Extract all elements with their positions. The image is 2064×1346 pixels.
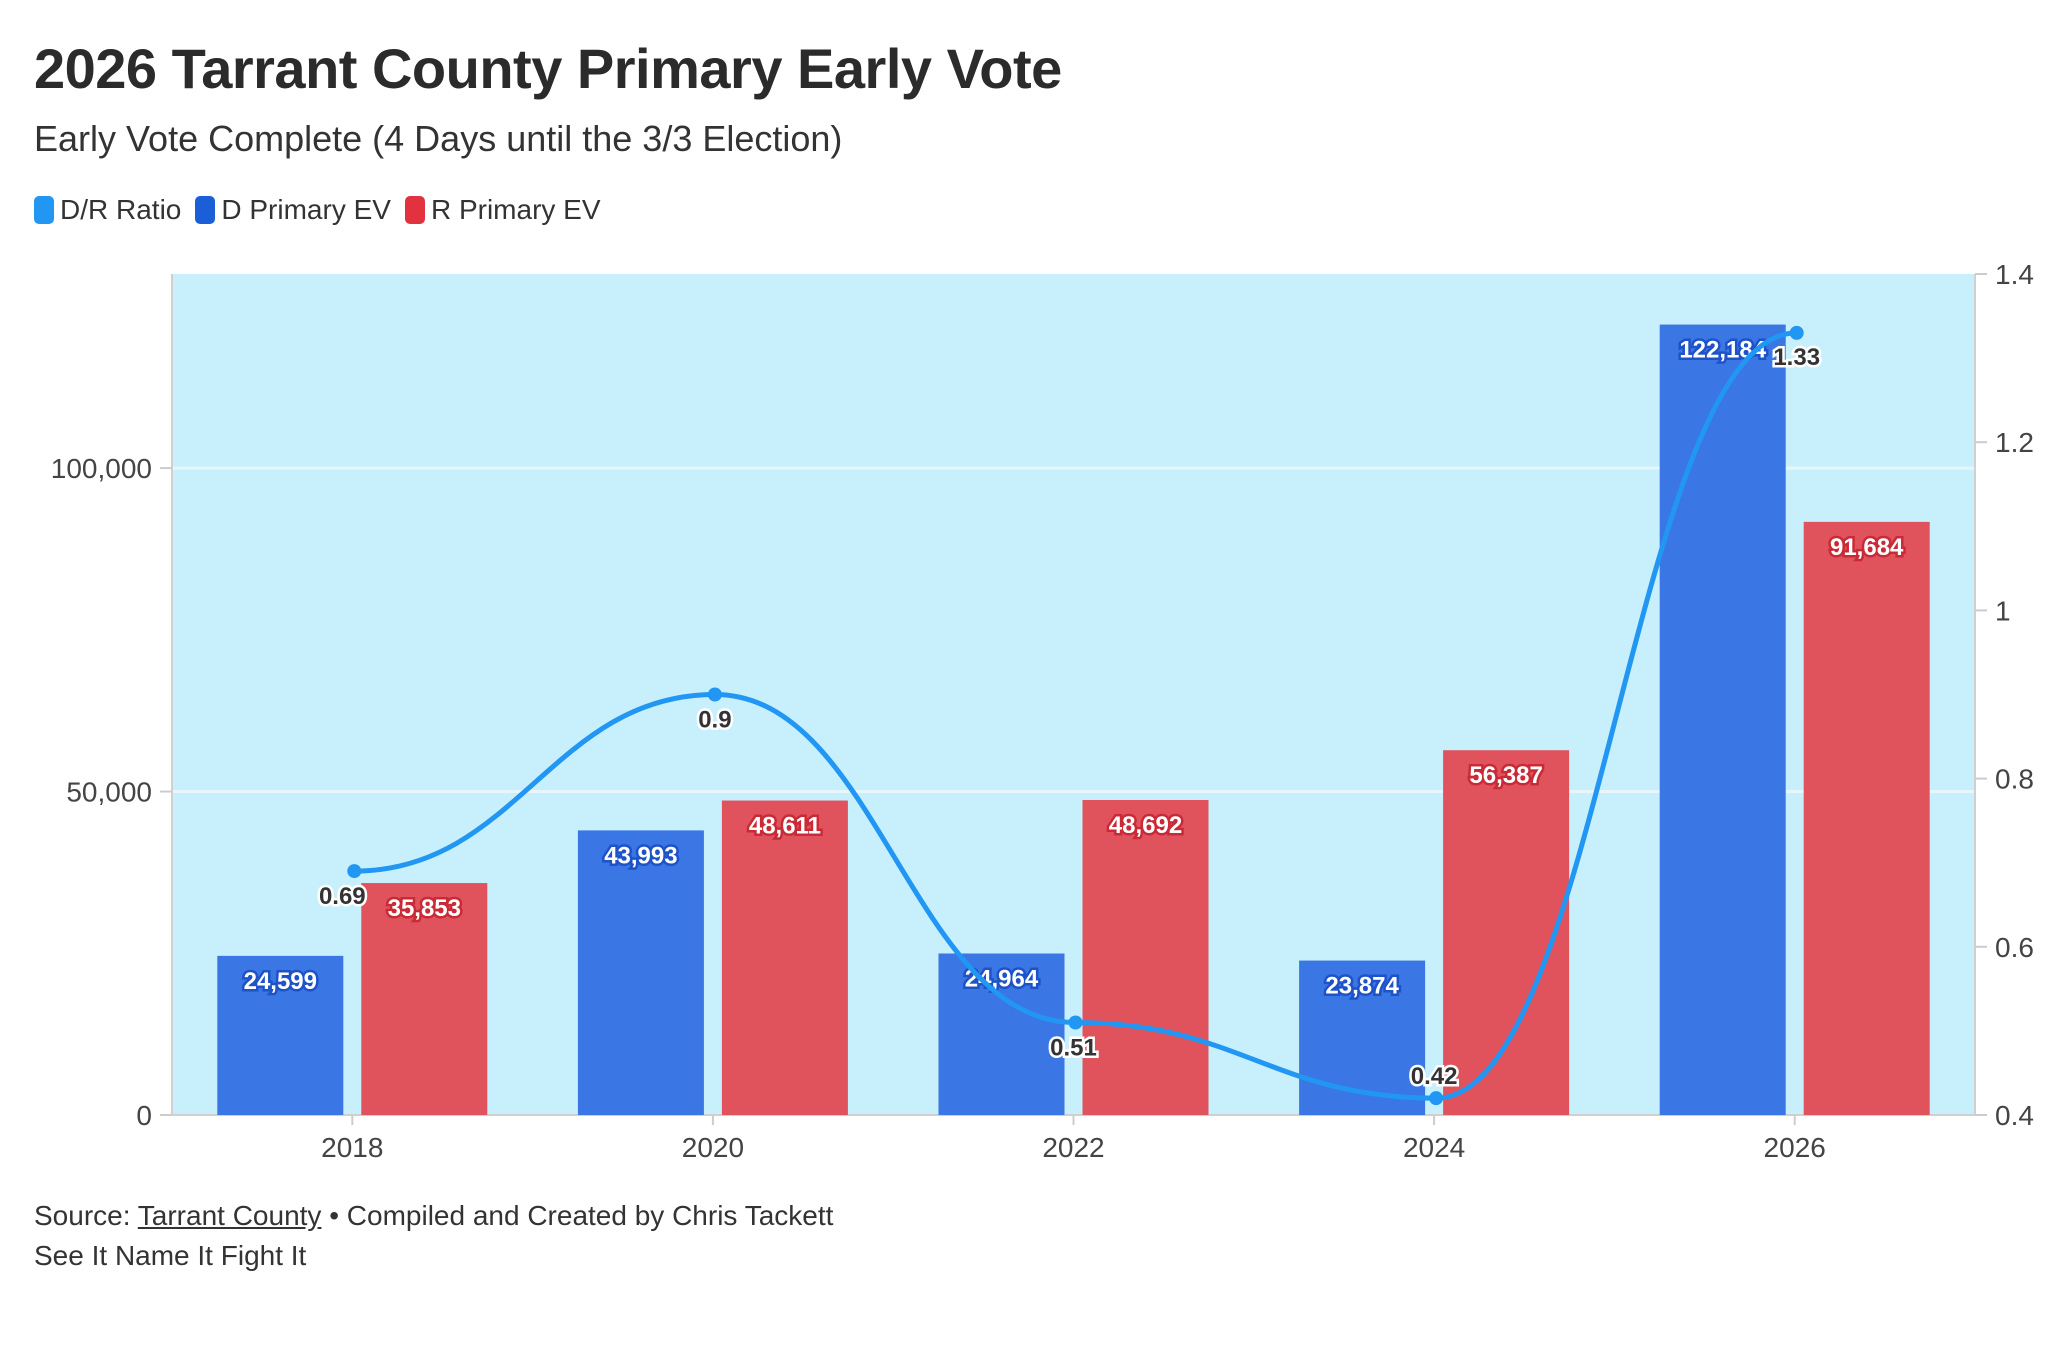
- y-right-tick-label: 1: [1995, 595, 2011, 626]
- bar-d-primary: [217, 955, 344, 1115]
- legend-swatch-ratio: [34, 196, 54, 224]
- bar-d-primary: [577, 830, 704, 1115]
- x-tick-label: 2020: [682, 1132, 744, 1163]
- bar-label-d-primary: 23,874: [1325, 973, 1399, 1000]
- bar-label-d-primary: 24,599: [244, 968, 317, 995]
- y-right-tick-label: 0.8: [1995, 764, 2034, 795]
- legend-swatch-d-primary: [195, 196, 216, 224]
- bar-r-primary: [361, 883, 488, 1115]
- bar-label-d-primary: 24,964: [965, 966, 1039, 993]
- bar-d-primary: [1299, 960, 1426, 1115]
- y-right-tick-label: 1.2: [1995, 427, 2034, 458]
- legend: D/R Ratio D Primary EV R Primary EV: [34, 194, 601, 226]
- x-tick-label: 2022: [1042, 1132, 1104, 1163]
- bar-r-primary: [1803, 521, 1930, 1115]
- y-right-tick-label: 1.4: [1995, 259, 2034, 290]
- legend-swatch-r-primary: [404, 196, 425, 224]
- x-tick-label: 2024: [1403, 1132, 1465, 1163]
- bar-r-primary: [721, 800, 848, 1115]
- ratio-point: [1789, 325, 1804, 340]
- legend-label-r-primary: R Primary EV: [430, 194, 601, 225]
- ratio-label: 0.42: [1411, 1063, 1458, 1090]
- legend-item-r-primary[interactable]: R Primary EV: [404, 194, 601, 226]
- legend-item-d-primary[interactable]: D Primary EV: [195, 194, 391, 226]
- footer: Source: Tarrant County • Compiled and Cr…: [34, 1196, 833, 1276]
- bar-label-d-primary: 43,993: [604, 842, 677, 869]
- chart-title: 2026 Tarrant County Primary Early Vote: [34, 37, 1062, 100]
- y-left-tick-label: 0: [136, 1100, 152, 1131]
- source-line: Source: Tarrant County • Compiled and Cr…: [34, 1196, 833, 1236]
- bar-label-r-primary: 35,853: [388, 895, 461, 922]
- tagline: See It Name It Fight It: [34, 1240, 307, 1271]
- chart-subtitle: Early Vote Complete (4 Days until the 3/…: [34, 118, 843, 159]
- bar-label-d-primary: 122,184: [1679, 337, 1766, 364]
- ratio-label: 0.51: [1050, 1034, 1097, 1061]
- ratio-point: [707, 687, 722, 702]
- y-right-tick-label: 0.6: [1995, 932, 2034, 963]
- source-prefix: Source:: [34, 1200, 138, 1231]
- source-suffix: • Compiled and Created by Chris Tackett: [321, 1200, 834, 1231]
- legend-label-d-primary: D Primary EV: [221, 194, 391, 225]
- x-tick-label: 2026: [1764, 1132, 1826, 1163]
- ratio-label: 0.9: [698, 707, 731, 734]
- legend-item-ratio[interactable]: D/R Ratio: [34, 194, 181, 226]
- bar-label-r-primary: 48,692: [1109, 812, 1182, 839]
- y-left-tick-label: 100,000: [51, 453, 152, 484]
- x-tick-label: 2018: [321, 1132, 383, 1163]
- ratio-point: [1429, 1091, 1444, 1106]
- ratio-point: [347, 864, 362, 879]
- ratio-label: 0.69: [319, 883, 366, 910]
- y-left-tick-label: 50,000: [66, 777, 152, 808]
- y-right-tick-label: 0.4: [1995, 1100, 2034, 1131]
- bar-r-primary: [1082, 800, 1209, 1115]
- source-link[interactable]: Tarrant County: [137, 1200, 322, 1231]
- bar-label-r-primary: 91,684: [1830, 534, 1904, 561]
- ratio-line: [351, 330, 1800, 1101]
- legend-label-ratio: D/R Ratio: [60, 194, 182, 225]
- ratio-point: [1068, 1015, 1083, 1030]
- bar-d-primary: [938, 953, 1065, 1115]
- bar-label-r-primary: 48,611: [749, 813, 821, 840]
- bar-label-r-primary: 56,387: [1469, 762, 1542, 789]
- bar-r-primary: [1443, 750, 1570, 1115]
- bar-d-primary: [1659, 324, 1786, 1116]
- ratio-label: 1.33: [1773, 344, 1820, 371]
